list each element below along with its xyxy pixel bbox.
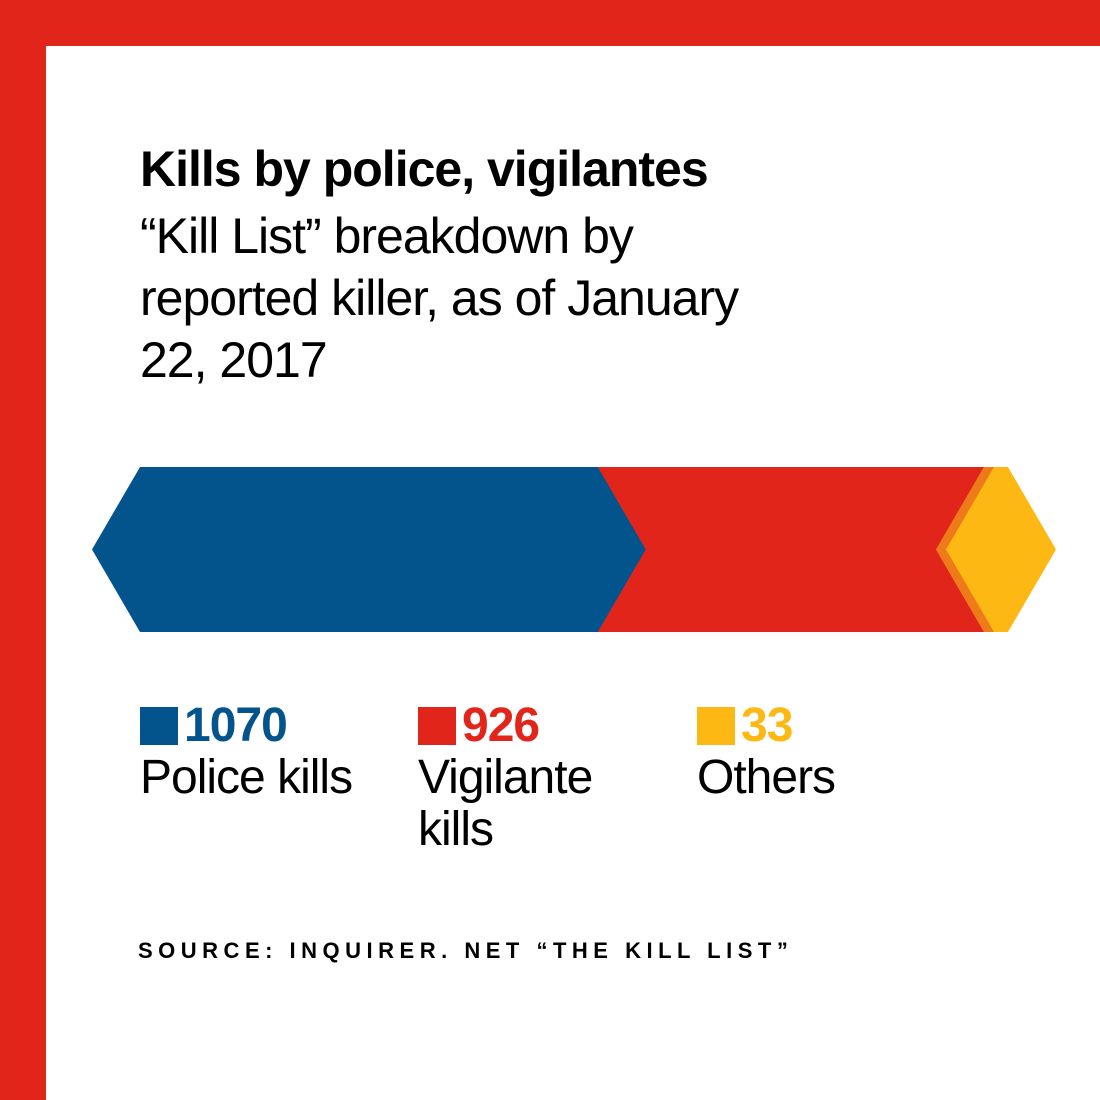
legend-swatch-vigilante [418,707,456,745]
frame-left-border [0,0,46,1100]
legend-label-police: Police kills [140,751,353,804]
chart-subtitle: “Kill List” breakdown by reported killer… [140,208,739,388]
legend-value-others: 33 [741,699,793,752]
legend-item-others: 33 Others [697,700,977,804]
legend-value-police: 1070 [184,699,288,752]
bar-segment-police [92,467,646,632]
bar-segment-others-edge [935,467,994,632]
bar-segment-others [945,467,1056,632]
legend-label-others: Others [697,751,836,804]
legend-item-police: 1070 Police kills [140,700,420,804]
source-note: SOURCE: INQUIRER. NET “THE KILL LIST” [138,938,794,963]
bar-segment-vigilante [549,467,1042,632]
legend-item-vigilante: 926 Vigilante kills [418,700,698,856]
stacked-bar-chart [92,467,1056,632]
legend-label-vigilante: Vigilante kills [418,751,593,856]
legend-value-vigilante: 926 [462,699,540,752]
chart-title: Kills by police, vigilantes [140,141,709,197]
legend-swatch-police [140,707,178,745]
frame-top-border [0,0,1100,46]
legend-swatch-others [697,707,735,745]
